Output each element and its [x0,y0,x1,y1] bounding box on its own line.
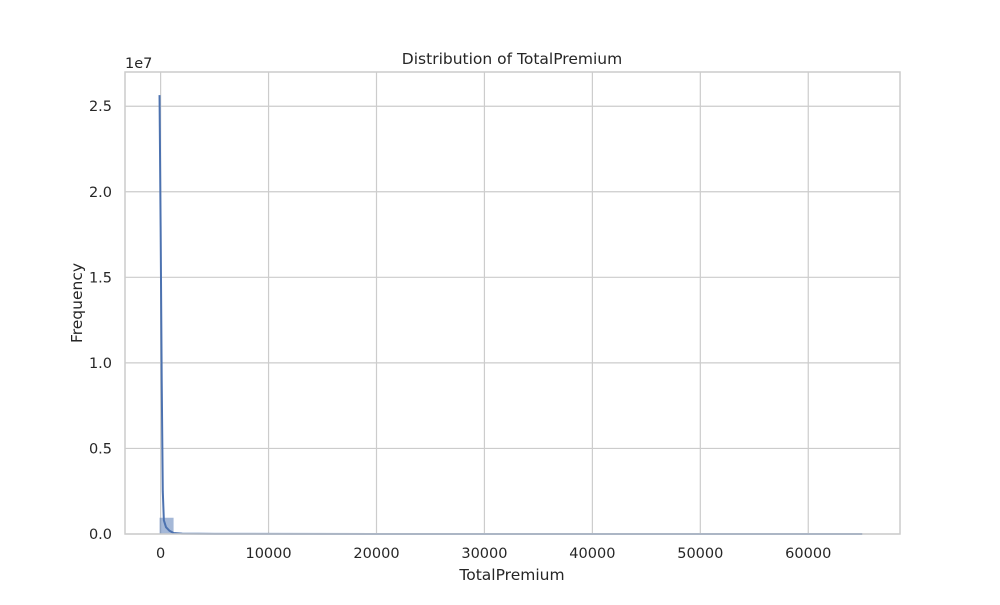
chart-title: Distribution of TotalPremium [402,50,622,68]
x-tick-label: 60000 [785,546,831,562]
y-tick-label: 2.5 [89,99,112,115]
y-tick-label: 1.0 [89,356,112,372]
y-tick-label: 2.0 [89,185,112,201]
y-axis-title: Frequency [68,263,86,343]
y-tick-label: 0.5 [89,441,112,457]
plot-frame [124,71,901,535]
x-tick-label: 30000 [461,546,507,562]
x-tick-label: 10000 [245,546,291,562]
x-tick-label: 40000 [569,546,615,562]
x-tick-label: 50000 [677,546,723,562]
x-tick-label: 20000 [353,546,399,562]
y-offset-label: 1e7 [125,56,152,72]
x-tick-label: 0 [156,546,165,562]
y-tick-label: 1.5 [89,270,112,286]
x-axis-title: TotalPremium [458,566,564,584]
y-tick-label: 0.0 [89,527,112,543]
